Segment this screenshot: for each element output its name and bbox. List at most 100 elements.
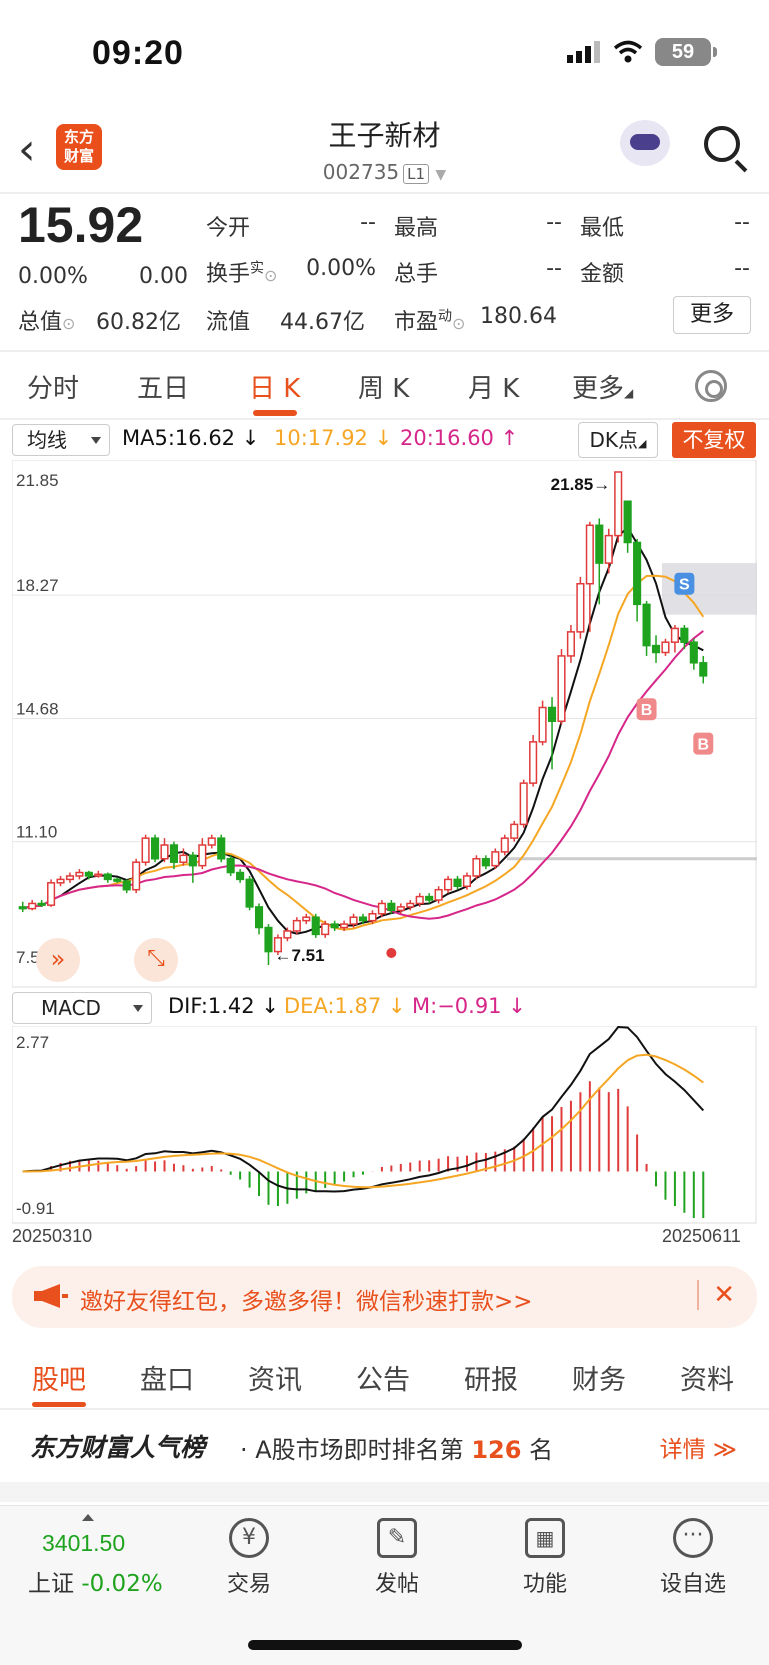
app-logo: 东方 财富 <box>56 124 102 170</box>
macd-tick-label: -0.91 <box>16 1199 55 1218</box>
candle <box>47 882 56 906</box>
candle <box>311 916 320 936</box>
candle <box>472 858 481 877</box>
candle <box>538 706 547 743</box>
dropdown-arrow-icon <box>133 1005 143 1012</box>
value-low: -- <box>734 210 750 235</box>
price-tick-label: 18.27 <box>16 576 59 595</box>
tab-profile[interactable]: 资料 <box>680 1365 734 1396</box>
tab-monthly-k[interactable]: 月 K <box>468 374 520 404</box>
info-icon: ⊙ <box>264 266 278 285</box>
candle <box>56 878 65 884</box>
value-open: -- <box>360 210 376 235</box>
period-tabs: 分时 五日 日 K 周 K 月 K 更多◢ <box>0 352 769 418</box>
candle <box>169 844 179 863</box>
candle <box>94 873 103 877</box>
dea-line <box>22 1053 704 1189</box>
rank-detail-link[interactable]: 详情 ≫ <box>659 1437 737 1463</box>
candle <box>84 871 93 877</box>
rank-text: · A股市场即时排名第 126 名 <box>240 1436 554 1464</box>
tab-news[interactable]: 资讯 <box>248 1365 302 1396</box>
candle <box>28 902 37 910</box>
candle <box>529 741 538 784</box>
tab-intraday[interactable]: 分时 <box>27 374 80 404</box>
candle <box>651 644 661 654</box>
label-low: 最低 <box>580 216 625 241</box>
ma-select[interactable]: 均线 <box>12 424 110 456</box>
stock-code[interactable]: 002735 L1 ▼ <box>322 160 447 184</box>
price-tick-label: 11.10 <box>16 823 57 842</box>
candle <box>75 871 84 877</box>
candle <box>141 837 150 863</box>
status-time: 09:20 <box>92 34 184 72</box>
candle <box>198 844 207 867</box>
candle <box>37 902 46 906</box>
candle <box>661 641 670 654</box>
candle <box>340 923 349 929</box>
label-float-cap: 流值 <box>206 310 251 335</box>
macd-select[interactable]: MACD <box>12 992 152 1024</box>
divider <box>0 1408 769 1410</box>
search-icon[interactable] <box>704 126 740 162</box>
subtab-underline <box>32 1402 86 1407</box>
tab-finance[interactable]: 财务 <box>572 1365 626 1396</box>
marker-badge <box>693 732 714 755</box>
label-market-cap: 总值⊙ <box>18 310 76 335</box>
dif-value: DIF:1.42 ↓ <box>168 994 279 1018</box>
candle <box>245 878 254 908</box>
tab-five-day[interactable]: 五日 <box>137 374 190 404</box>
candle <box>623 500 632 544</box>
index-quote[interactable]: 上证 -0.02% <box>28 1571 163 1597</box>
tab-weekly-k[interactable]: 周 K <box>358 374 410 404</box>
battery-icon: 59 <box>655 38 717 66</box>
candle <box>132 861 141 891</box>
candle <box>689 641 698 664</box>
start-date: 20250310 <box>12 1226 93 1246</box>
nav-functions[interactable]: ▦ 功能 <box>490 1518 600 1598</box>
tab-pankou[interactable]: 盘口 <box>140 1365 194 1396</box>
tab-guba[interactable]: 股吧 <box>32 1365 86 1396</box>
close-icon[interactable]: ✕ <box>713 1280 735 1310</box>
candle <box>321 923 330 936</box>
assistant-robot-icon[interactable] <box>620 120 670 166</box>
candle <box>349 916 358 925</box>
tab-daily-k[interactable]: 日 K <box>249 374 301 404</box>
content-tabs: 股吧 盘口 资讯 公告 研报 财务 资料 <box>0 1340 769 1407</box>
label-high: 最高 <box>394 216 439 241</box>
macd-chart[interactable]: 2.77 -0.91 <box>12 1026 757 1224</box>
divider <box>0 350 769 352</box>
nav-add-watchlist[interactable]: ··· 设自选 <box>638 1518 748 1598</box>
macd-frame <box>12 1026 757 1224</box>
popularity-rank[interactable]: 东方财富人气榜 · A股市场即时排名第 126 名 详情 ≫ <box>0 1410 769 1480</box>
candle <box>557 655 566 723</box>
macd-tick-label: 2.77 <box>16 1033 49 1052</box>
label-amount: 金额 <box>580 262 625 287</box>
current-price: 15.92 <box>18 197 144 253</box>
tab-more[interactable]: 更多◢ <box>572 374 634 404</box>
separator <box>0 1482 769 1502</box>
gear-icon[interactable] <box>695 370 727 402</box>
candle <box>604 534 613 564</box>
value-high: -- <box>546 210 562 235</box>
index-value[interactable]: 3401.50 <box>42 1530 126 1556</box>
label-pe: 市盈动⊙ <box>394 308 466 335</box>
expand-left-icon[interactable]: » <box>36 938 80 982</box>
ma10-line <box>22 574 705 931</box>
status-icons: 59 <box>567 38 717 66</box>
candle <box>699 662 708 677</box>
fullscreen-icon[interactable]: ⤡ <box>134 938 178 982</box>
candle <box>103 873 112 881</box>
wifi-icon <box>613 40 643 63</box>
dk-point-button[interactable]: DK点◢ <box>578 422 658 458</box>
nav-trade[interactable]: ¥ 交易 <box>194 1518 304 1598</box>
chart-frame <box>12 460 757 988</box>
adjust-button[interactable]: 不复权 <box>672 422 756 458</box>
nav-post[interactable]: ✎ 发帖 <box>342 1518 452 1598</box>
back-icon[interactable]: ‹ <box>18 124 36 175</box>
more-quote-button[interactable]: 更多 <box>673 296 751 334</box>
label-turnover: 换手实⊙ <box>206 260 278 287</box>
tab-announcements[interactable]: 公告 <box>356 1365 410 1396</box>
tab-research[interactable]: 研报 <box>464 1365 518 1396</box>
promo-banner[interactable]: 邀好友得红包，多邀多得！微信秒速打款>> ✕ <box>12 1266 757 1328</box>
